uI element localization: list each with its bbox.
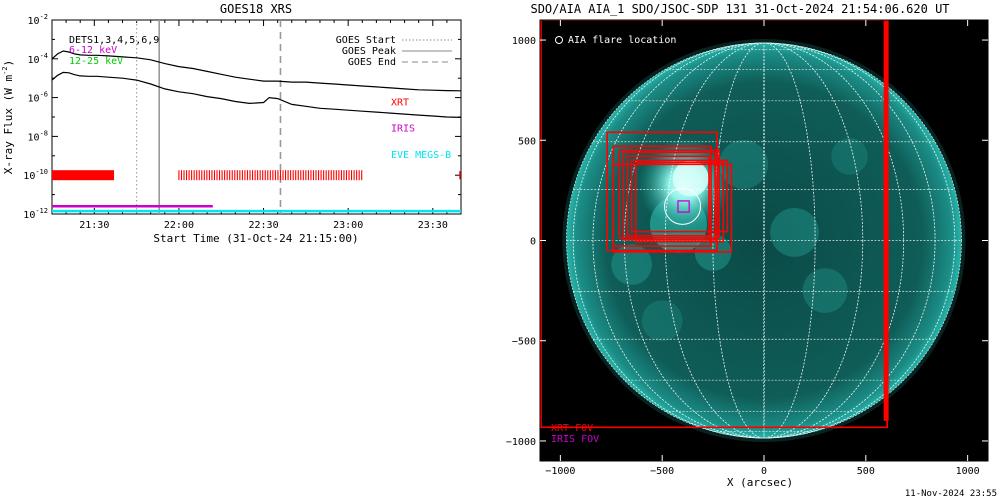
x-tick-label: 1000 xyxy=(956,466,980,477)
chart-title: GOES18 XRS xyxy=(220,2,292,16)
instrument-label-xrt: XRT xyxy=(391,97,409,108)
active-region xyxy=(831,137,868,175)
longitude-line xyxy=(572,42,956,439)
x-tick-label: 21:30 xyxy=(79,220,109,231)
iris-fov-box xyxy=(677,200,690,213)
x-tick-label: 23:30 xyxy=(418,220,448,231)
flare-location-marker xyxy=(664,187,702,225)
y-tick-label: 10-8 xyxy=(28,129,48,143)
y-axis-label: X-ray Flux (W m-2) xyxy=(1,60,15,174)
x-tick-label: 0 xyxy=(761,466,767,477)
goes-xrs-panel: GOES18 XRS 10-2 10-4 10-6 10-8 10-10 10-12 21… xyxy=(1,2,462,245)
legend-iris-fov: IRIS FOV xyxy=(551,434,599,445)
y-axis-ticks: 1000 500 0 −500 −1000 xyxy=(506,36,988,448)
x-tick-label: 22:30 xyxy=(248,220,278,231)
x-axis-ticks: −1000 −500 0 500 1000 xyxy=(545,20,980,477)
flare-location-legend-icon xyxy=(555,36,563,44)
x-tick-label: 23:00 xyxy=(333,220,363,231)
heliographic-grid xyxy=(566,42,962,439)
active-region xyxy=(611,244,652,285)
xrt-fov-box xyxy=(618,149,720,239)
xrt-observation-ticks xyxy=(178,170,363,181)
xrt-fov-box xyxy=(612,163,733,253)
xrt-observation-block xyxy=(52,170,115,181)
x-tick-label: −1000 xyxy=(545,466,575,477)
y-tick-label: −1000 xyxy=(506,437,536,448)
y-tick-label: 10-4 xyxy=(28,52,48,66)
limb-outline xyxy=(566,42,962,439)
xrt-fov-box xyxy=(622,151,716,241)
xrt-fov-box xyxy=(626,155,710,237)
goes-event-legend: GOES Start GOES Peak GOES End xyxy=(336,35,452,68)
legend-goes-start: GOES Start xyxy=(336,35,396,46)
image-title: SDO/AIA AIA_1 SDO/JSOC-SDP 131 31-Oct-20… xyxy=(530,2,949,16)
legend-goes-end: GOES End xyxy=(348,57,396,68)
plot-content: XRT IRIS EVE MEGS-B xyxy=(52,20,461,214)
x-tick-label: 500 xyxy=(857,466,875,477)
rhessi-detectors-label: DETS1,3,4,5,6,9 xyxy=(69,35,159,46)
legend-12-25-kev: 12-25 keV xyxy=(69,56,123,67)
active-region xyxy=(802,268,848,314)
legend-goes-peak: GOES Peak xyxy=(342,46,396,57)
y-tick-label: 0 xyxy=(530,237,536,248)
x-tick-label: −500 xyxy=(650,466,674,477)
flare-core xyxy=(672,160,709,197)
y-tick-label: 10-10 xyxy=(23,168,48,182)
y-tick-label: 1000 xyxy=(512,36,536,47)
xrt-fov-box xyxy=(606,131,718,252)
goes-long-curve xyxy=(52,50,461,92)
x-axis-label: Start Time (31-Oct-24 21:15:00) xyxy=(153,232,358,245)
legend-aia-flare-location: AIA flare location xyxy=(568,35,676,46)
x-axis-label: X (arcsec) xyxy=(727,476,793,489)
xrt-fov-box xyxy=(634,161,725,243)
instrument-label-iris: IRIS xyxy=(391,124,415,135)
legend-xrt-fov: XRT FOV xyxy=(551,423,593,434)
y-tick-label: −500 xyxy=(512,337,536,348)
x-tick-label: 22:00 xyxy=(164,220,194,231)
legend-6-12-kev: 6-12 keV xyxy=(69,45,117,56)
y-tick-label: 500 xyxy=(518,136,536,147)
footer-timestamp: 11-Nov-2024 23:55 xyxy=(905,489,997,499)
image-content xyxy=(540,20,966,443)
active-region xyxy=(641,300,683,342)
instrument-label-eve-megs-b: EVE MEGS-B xyxy=(391,150,451,161)
y-tick-label: 10-2 xyxy=(28,13,48,27)
y-tick-label: 10-6 xyxy=(28,91,48,105)
aia-image-panel: SDO/AIA AIA_1 SDO/JSOC-SDP 131 31-Oct-20… xyxy=(506,2,989,489)
xrt-fov-box xyxy=(630,159,729,233)
y-tick-label: 10-12 xyxy=(23,207,48,221)
goes-short-curve xyxy=(52,71,461,118)
active-region xyxy=(770,208,819,257)
